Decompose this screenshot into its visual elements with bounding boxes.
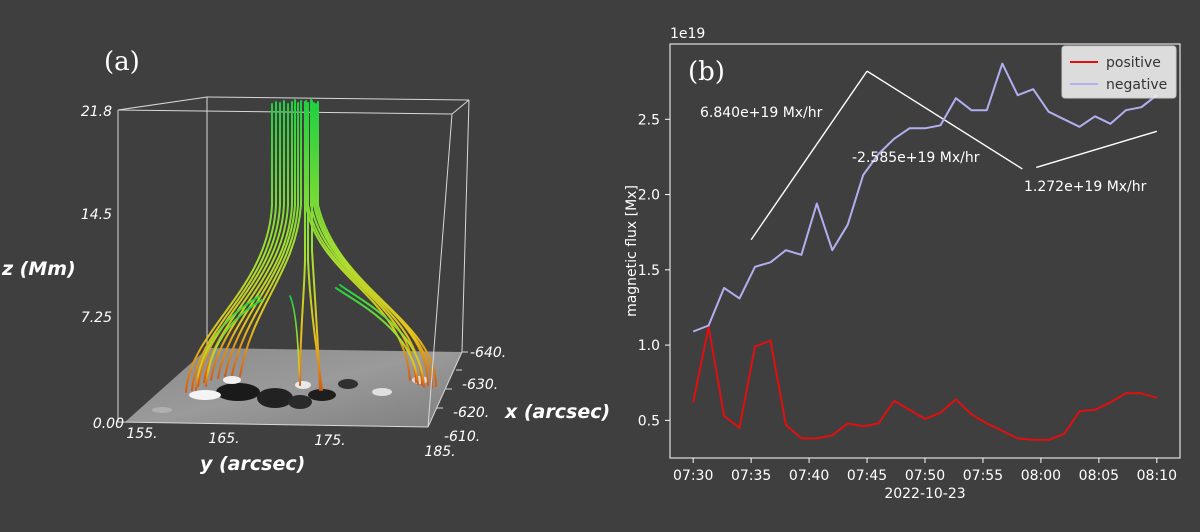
panel-a-label: (a) xyxy=(104,47,140,77)
z-tick-label: 21.8 xyxy=(81,104,112,120)
panel-a-box-front xyxy=(117,113,468,428)
panel-b-flux-chart: (b) 1e19 07:30 07:35 07:40 07:45 07:50 07:55 0… xyxy=(624,26,1181,502)
x-tick-label: 07:55 xyxy=(963,468,1003,484)
x-tick-label: -620. xyxy=(453,405,489,421)
series-line-positive xyxy=(692,326,1158,441)
fit-line xyxy=(1036,130,1158,169)
x-axis-label: 2022-10-23 xyxy=(884,486,965,502)
y-ticks: 0.5 1.0 1.5 2.0 2.5 xyxy=(638,112,670,429)
x-tick-label: -630. xyxy=(462,377,498,393)
y-tick-label: 1.0 xyxy=(638,338,660,354)
x-tick-label: 07:40 xyxy=(789,468,829,484)
y-tick-label: 155. xyxy=(126,426,157,442)
y-tick-label: 0.5 xyxy=(638,413,660,429)
y-tick-label: 2.5 xyxy=(638,112,660,128)
legend: positive negative xyxy=(1061,45,1177,99)
z-tick-label: 0.00 xyxy=(93,416,124,432)
x-tick-label: 07:50 xyxy=(905,468,945,484)
series xyxy=(692,62,1158,441)
z-tick-label: 14.5 xyxy=(81,207,112,223)
x-tick-label: 07:35 xyxy=(731,468,771,484)
y-tick-label: 2.0 xyxy=(638,188,660,204)
x-tick-label: 08:05 xyxy=(1079,468,1119,484)
x-tick-label: 08:00 xyxy=(1021,468,1061,484)
panel-b-label: (b) xyxy=(688,57,725,87)
linear-fits xyxy=(750,70,1158,241)
y-axis-label: y (arcsec) xyxy=(200,453,305,475)
y-tick-label: 1.5 xyxy=(638,263,660,279)
x-tick-label: -610. xyxy=(444,429,480,445)
fit-rate-annotation: 1.272e+19 Mx/hr xyxy=(1024,179,1147,195)
offset-text: 1e19 xyxy=(670,26,705,42)
y-tick-label: 185. xyxy=(424,444,455,460)
fit-rate-annotation: -2.585e+19 Mx/hr xyxy=(852,150,980,166)
panel-a-3d-field-lines: (a) xyxy=(1,47,610,475)
x-tick-label: 08:10 xyxy=(1137,468,1177,484)
x-axis-label: x (arcsec) xyxy=(504,401,610,423)
fit-line xyxy=(866,70,1023,170)
y-tick-label: 165. xyxy=(208,431,239,447)
legend-label-negative: negative xyxy=(1106,77,1167,93)
field-lines xyxy=(185,99,437,393)
legend-label-positive: positive xyxy=(1106,55,1161,71)
y-tick-label: 175. xyxy=(314,433,345,449)
fit-line xyxy=(750,70,868,241)
x-ticks: 07:30 07:35 07:40 07:45 07:50 07:55 08:00 08:05… xyxy=(673,458,1177,484)
y-axis-label: magnetic flux [Mx] xyxy=(624,185,640,317)
z-axis-label: z (Mm) xyxy=(1,258,76,280)
fit-rate-annotation: 6.840e+19 Mx/hr xyxy=(700,105,823,121)
x-tick-label: -640. xyxy=(470,345,506,361)
x-tick-label: 07:45 xyxy=(847,468,887,484)
z-tick-label: 7.25 xyxy=(81,310,112,326)
series-line-negative xyxy=(692,62,1158,333)
x-tick-label: 07:30 xyxy=(673,468,713,484)
